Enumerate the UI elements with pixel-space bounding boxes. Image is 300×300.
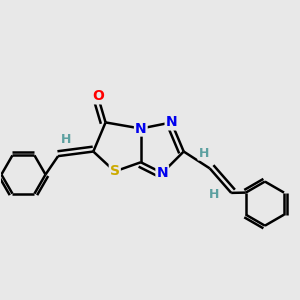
Text: N: N: [166, 116, 177, 129]
Text: N: N: [156, 166, 168, 180]
Text: H: H: [209, 188, 220, 201]
Text: O: O: [92, 89, 104, 103]
Text: S: S: [110, 164, 120, 178]
Text: H: H: [61, 133, 71, 146]
Text: N: N: [135, 122, 147, 136]
Text: H: H: [198, 147, 209, 160]
